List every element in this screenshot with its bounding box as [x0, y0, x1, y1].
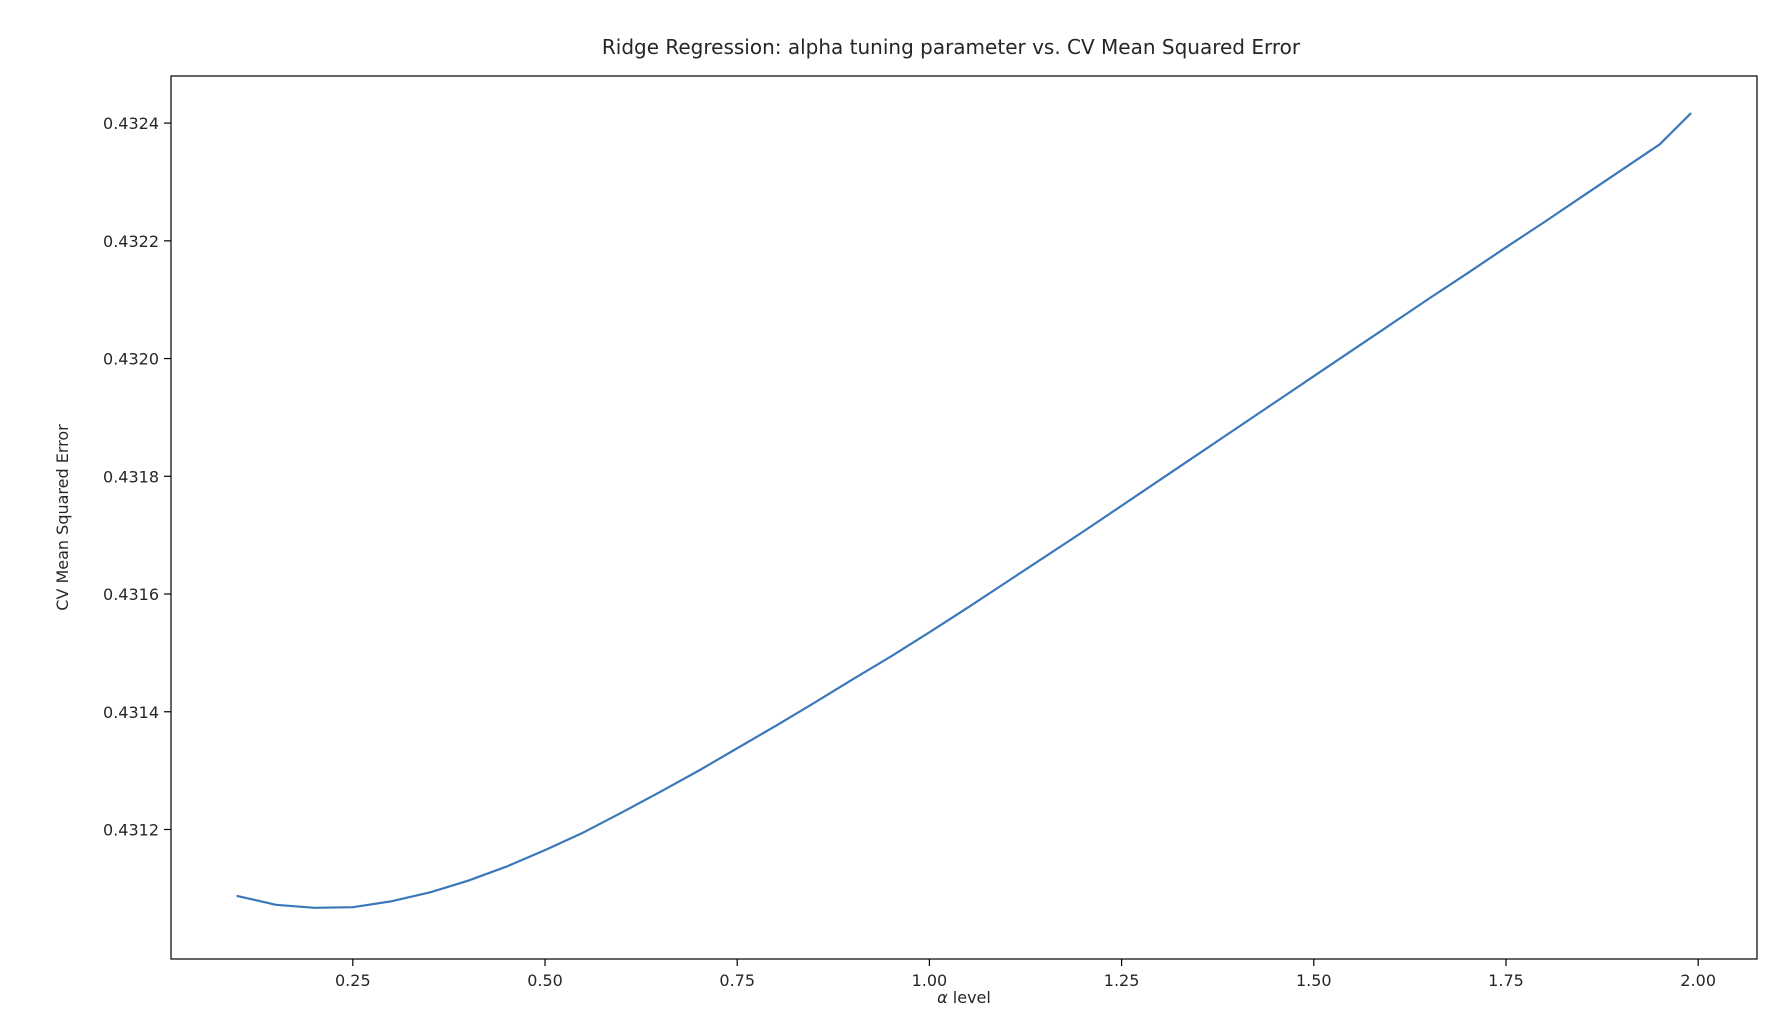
series-line — [236, 112, 1692, 909]
y-tick-label: 0.4312 — [103, 820, 159, 839]
x-tick-label: 1.50 — [1296, 971, 1332, 990]
x-tick-label: 1.75 — [1488, 971, 1524, 990]
x-tick-label: 0.50 — [527, 971, 563, 990]
y-tick-label: 0.4318 — [103, 467, 159, 486]
chart-title: Ridge Regression: alpha tuning parameter… — [602, 35, 1301, 59]
y-tick-label: 0.4320 — [103, 350, 159, 369]
x-axis-label-text: level — [948, 988, 991, 1007]
y-axis-label: CV Mean Squared Error — [53, 424, 72, 611]
x-axis-label-symbol: α — [937, 988, 948, 1007]
x-tick-label: 1.25 — [1104, 971, 1140, 990]
plot-frame — [170, 75, 1758, 960]
y-tick-label: 0.4324 — [103, 114, 159, 133]
y-axis: 0.4312 0.4314 0.4316 0.4318 0.4320 0.4322 0.43… — [103, 114, 171, 839]
y-tick-label: 0.4322 — [103, 232, 159, 251]
x-tick-label: 2.00 — [1680, 971, 1716, 990]
x-tick-label: 1.00 — [912, 971, 948, 990]
y-tick-label: 0.4316 — [103, 585, 159, 604]
x-axis: 0.25 0.50 0.75 1.00 1.25 1.50 1.75 2.00 — [335, 959, 1716, 990]
x-tick-label: 0.25 — [335, 971, 371, 990]
y-tick-label: 0.4314 — [103, 703, 159, 722]
x-axis-label: α level — [937, 988, 991, 1007]
x-tick-label: 0.75 — [719, 971, 755, 990]
